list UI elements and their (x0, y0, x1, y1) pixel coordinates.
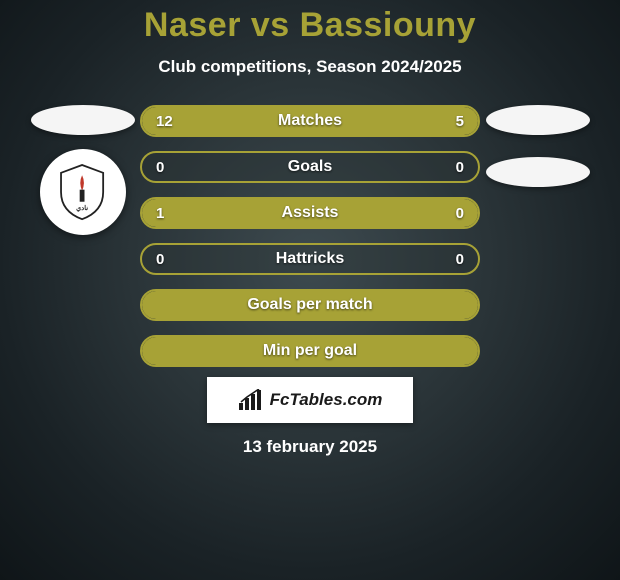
stat-bar: Min per goal (140, 335, 480, 367)
club-crest-icon: نادي (52, 162, 112, 222)
brand-bars-icon (238, 389, 264, 411)
stats-bars: Matches125Goals00Assists10Hattricks00Goa… (140, 105, 480, 367)
stat-value-right: 5 (456, 113, 464, 130)
stat-label: Assists (142, 204, 478, 222)
stat-label: Goals per match (142, 296, 478, 314)
stat-bar: Goals per match (140, 289, 480, 321)
stat-value-right: 0 (456, 205, 464, 222)
page-title: Naser vs Bassiouny (144, 6, 476, 45)
stat-bar: Goals0 0 (140, 151, 480, 183)
stat-bar: Matches12 5 (140, 105, 480, 137)
brand-watermark: FcTables.com (207, 377, 413, 423)
left-player-column: نادي (25, 105, 140, 235)
page-subtitle: Club competitions, Season 2024/2025 (158, 57, 461, 77)
stat-value-right: 0 (456, 251, 464, 268)
stat-value-left: 0 (156, 251, 164, 268)
stat-label: Min per goal (142, 342, 478, 360)
right-player-photo-placeholder (486, 105, 590, 135)
stat-value-right: 0 (456, 159, 464, 176)
stat-bar: Hattricks0 0 (140, 243, 480, 275)
infographic-container: Naser vs Bassiouny Club competitions, Se… (0, 0, 620, 580)
stat-label: Hattricks (142, 250, 478, 268)
stat-label: Matches (142, 112, 478, 130)
left-player-photo-placeholder (31, 105, 135, 135)
stat-label: Goals (142, 158, 478, 176)
stat-value-left: 0 (156, 159, 164, 176)
stat-bar: Assists1 0 (140, 197, 480, 229)
stat-value-left: 12 (156, 113, 173, 130)
svg-text:نادي: نادي (77, 204, 89, 213)
main-row: نادي Matches125Goals00Assists10Hattricks… (0, 105, 620, 367)
right-player-club-placeholder (486, 157, 590, 187)
stat-value-left: 1 (156, 205, 164, 222)
brand-text: FcTables.com (270, 390, 383, 410)
left-player-club-badge: نادي (40, 149, 126, 235)
date-footer: 13 february 2025 (243, 437, 377, 457)
right-player-column (480, 105, 595, 187)
